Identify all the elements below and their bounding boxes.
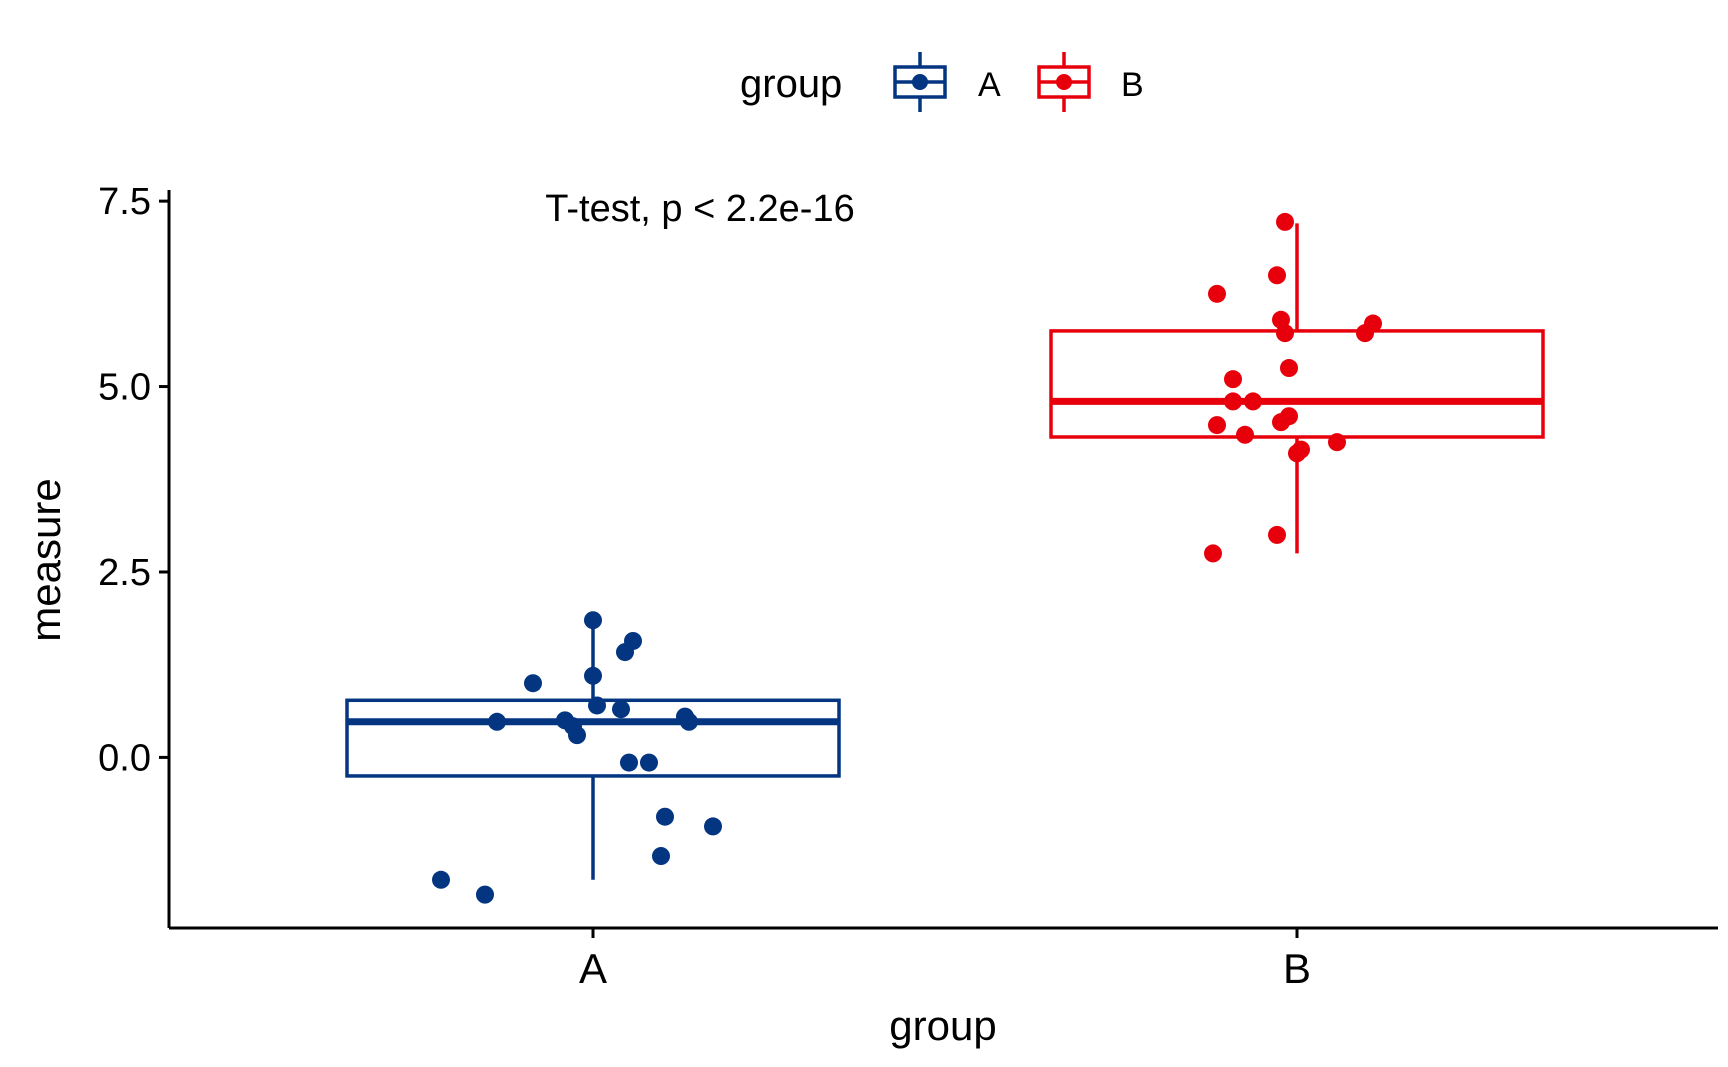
- legend-key-b: [1037, 52, 1091, 112]
- point-b: [1224, 370, 1242, 389]
- point-a: [584, 611, 602, 630]
- point-a: [612, 700, 630, 719]
- point-b: [1236, 425, 1254, 444]
- legend-label-a: A: [978, 66, 1001, 104]
- x-tick-label: B: [1283, 945, 1311, 992]
- point-b: [1280, 359, 1298, 378]
- y-tick-label: 5.0: [98, 367, 151, 409]
- y-tick-label: 2.5: [98, 552, 151, 594]
- point-a: [584, 666, 602, 685]
- point-a: [652, 847, 670, 866]
- point-a: [476, 885, 494, 904]
- point-a: [640, 753, 658, 772]
- point-b: [1268, 525, 1286, 544]
- point-b: [1276, 212, 1294, 231]
- test-annotation: T-test, p < 2.2e-16: [545, 188, 854, 230]
- point-b: [1224, 392, 1242, 411]
- point-b: [1268, 266, 1286, 285]
- legend-title: group: [740, 62, 842, 106]
- point-b: [1204, 544, 1222, 563]
- point-a: [588, 696, 606, 715]
- legend: group A B: [740, 52, 1144, 112]
- y-tick-label: 0.0: [98, 737, 151, 779]
- box-body: [1049, 329, 1545, 439]
- point-b: [1208, 284, 1226, 303]
- box-a: [345, 620, 841, 880]
- x-tick-label: A: [579, 945, 607, 992]
- boxes: [345, 223, 1545, 880]
- y-tick-label: 7.5: [98, 181, 151, 223]
- point-a: [568, 726, 586, 745]
- y-axis-label: measure: [22, 478, 69, 641]
- point-a: [656, 807, 674, 826]
- point-b: [1328, 433, 1346, 452]
- point-b: [1244, 392, 1262, 411]
- point-b: [1280, 407, 1298, 426]
- point-a: [680, 712, 698, 731]
- point-a: [624, 631, 642, 650]
- point-b: [1276, 324, 1294, 343]
- point-a: [488, 712, 506, 731]
- point-b: [1364, 314, 1382, 333]
- box-b: [1049, 223, 1545, 554]
- point-b: [1292, 440, 1310, 459]
- y-ticks: 0.0 2.5 5.0 7.5: [98, 181, 169, 779]
- point-a: [432, 870, 450, 889]
- point-a: [524, 674, 542, 693]
- x-axis-label: group: [889, 1002, 996, 1049]
- legend-label-b: B: [1121, 66, 1144, 104]
- legend-key-a: [893, 52, 947, 112]
- point-a: [620, 753, 638, 772]
- point-a: [704, 817, 722, 836]
- point-b: [1208, 416, 1226, 435]
- points: [432, 212, 1382, 904]
